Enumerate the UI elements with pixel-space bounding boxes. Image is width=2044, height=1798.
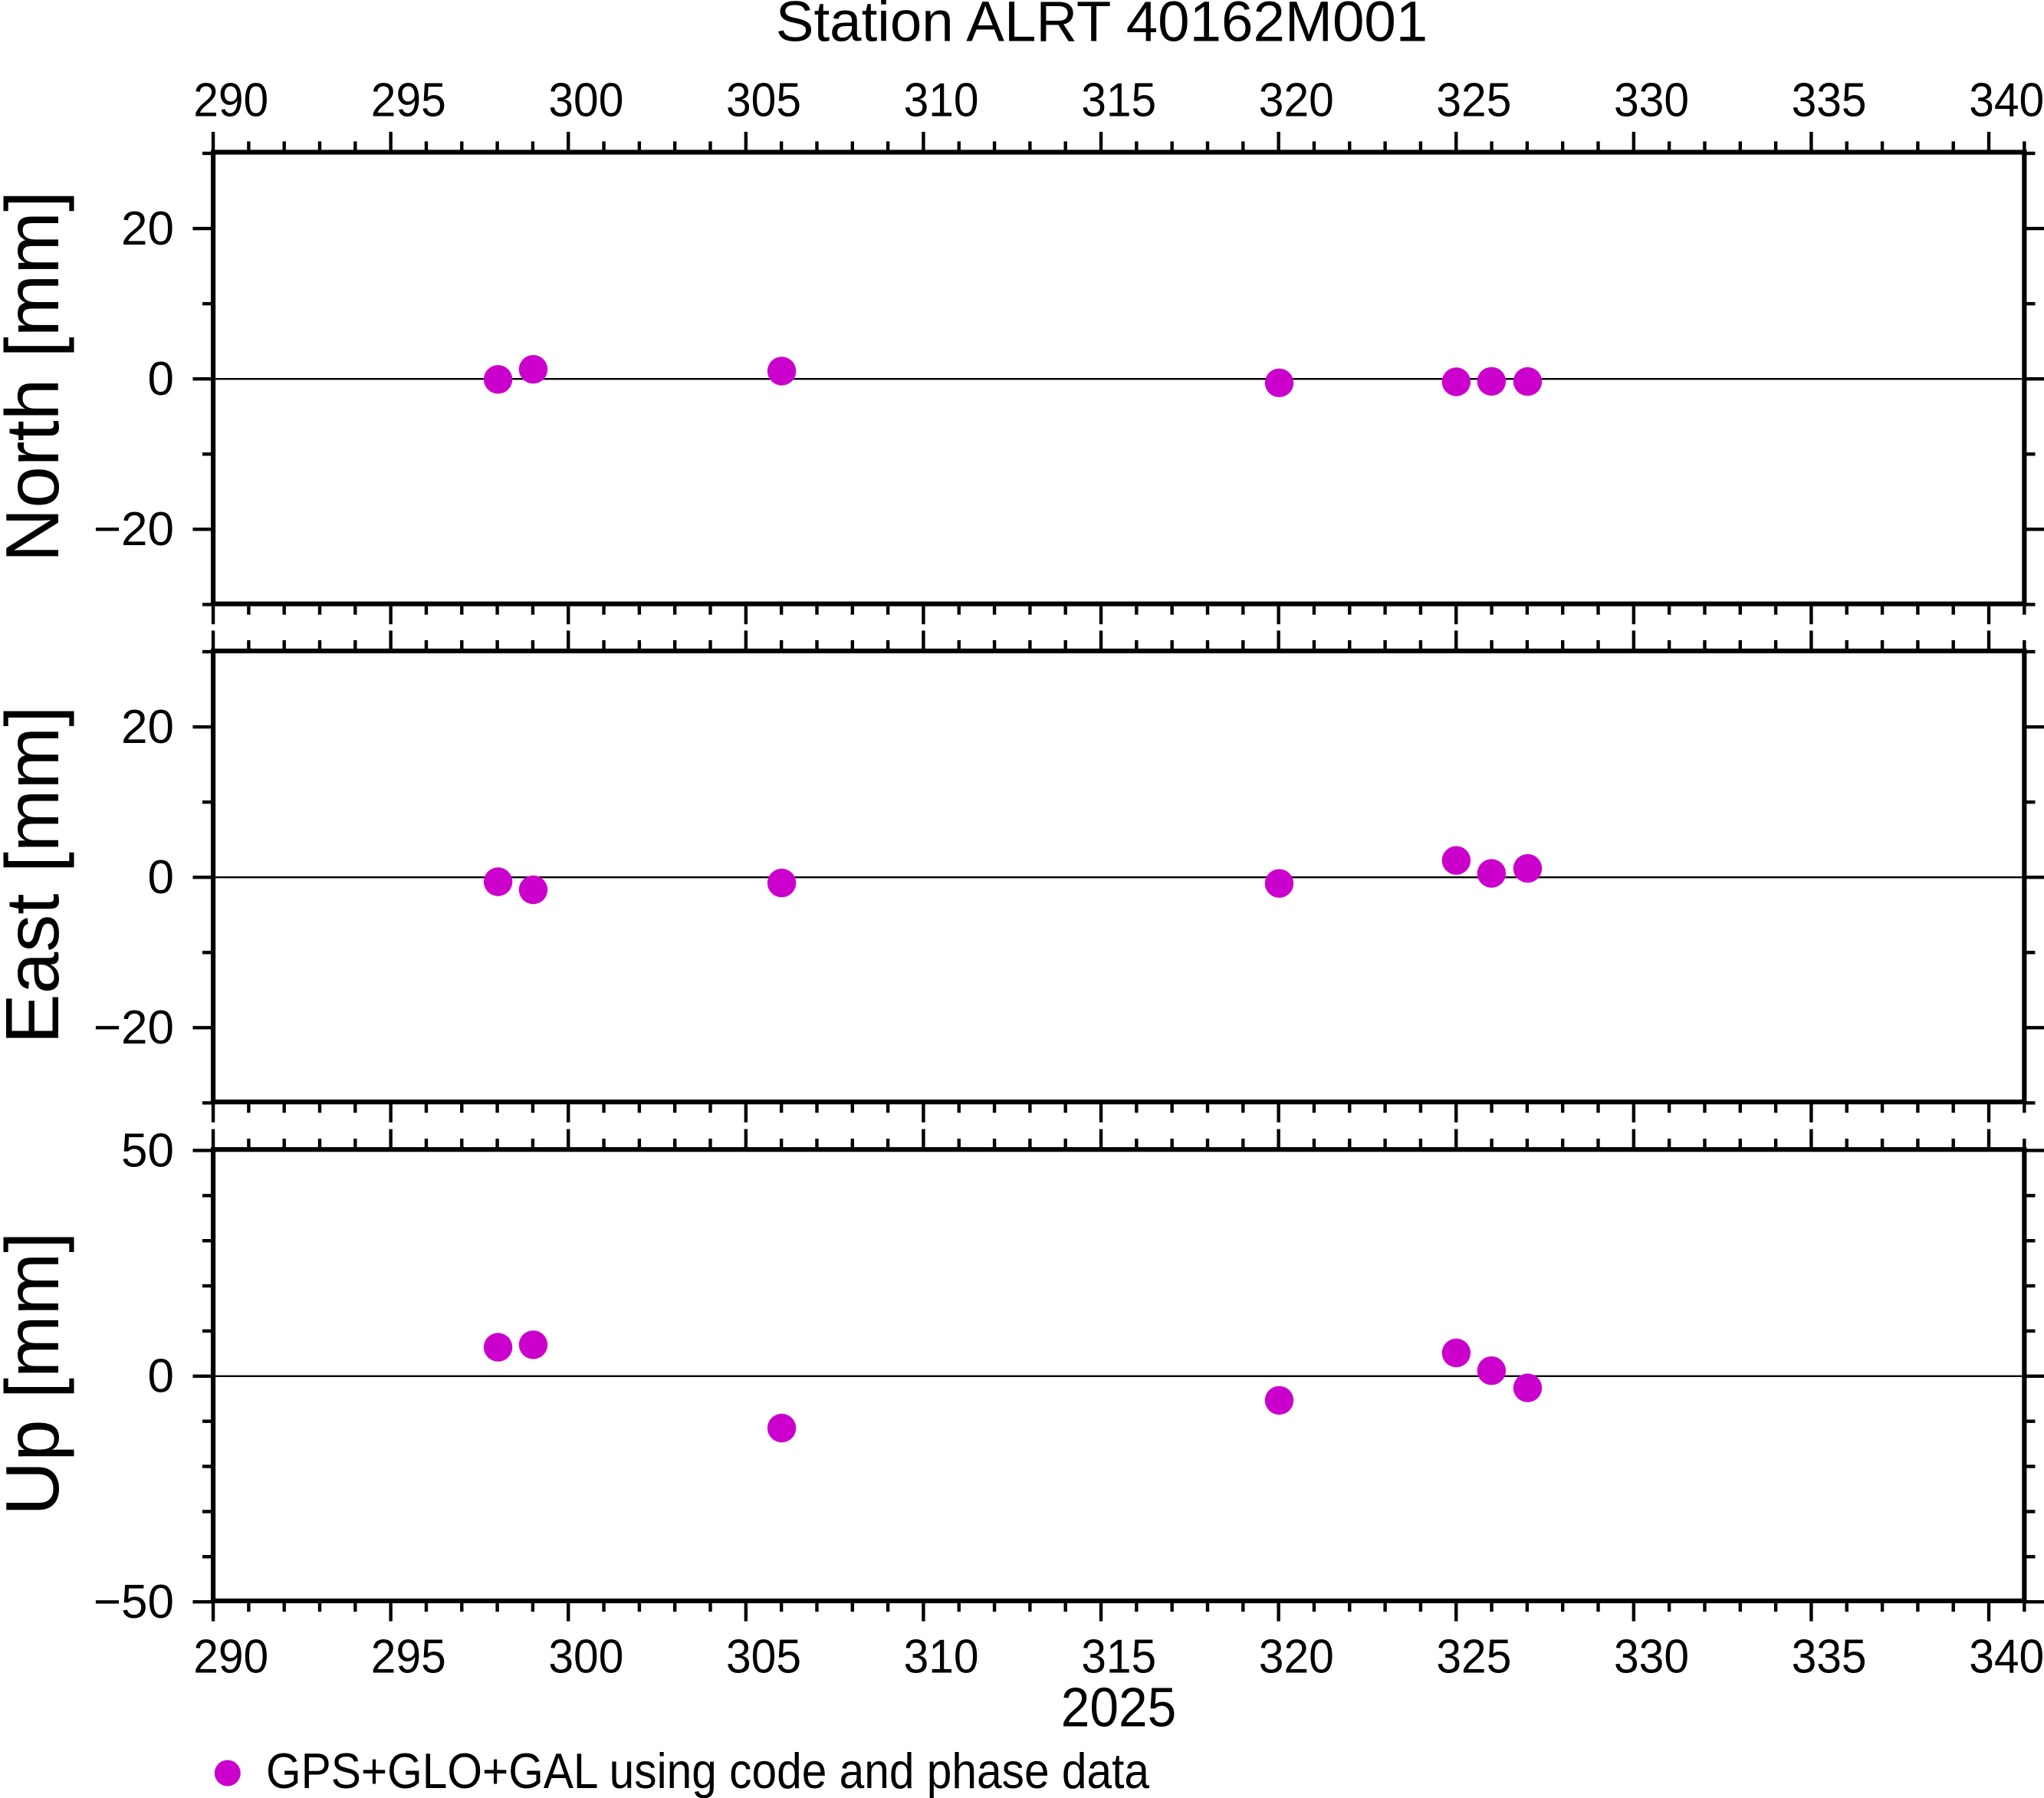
svg-text:−50: −50 <box>94 1576 174 1629</box>
svg-text:50: 50 <box>121 1124 174 1177</box>
svg-text:0: 0 <box>148 353 174 406</box>
svg-text:290: 290 <box>193 74 268 127</box>
svg-text:340: 340 <box>1969 1631 2044 1684</box>
svg-text:320: 320 <box>1259 1631 1334 1684</box>
svg-text:310: 310 <box>904 1631 979 1684</box>
svg-text:335: 335 <box>1792 1631 1867 1684</box>
svg-text:20: 20 <box>121 701 174 754</box>
svg-text:290: 290 <box>193 1631 268 1684</box>
svg-text:330: 330 <box>1614 1631 1689 1684</box>
svg-text:310: 310 <box>904 74 979 127</box>
svg-text:Up [mm]: Up [mm] <box>0 1231 74 1515</box>
svg-text:325: 325 <box>1436 1631 1511 1684</box>
svg-text:305: 305 <box>726 74 801 127</box>
svg-text:East [mm]: East [mm] <box>0 706 74 1044</box>
svg-text:300: 300 <box>548 74 623 127</box>
svg-text:340: 340 <box>1969 74 2044 127</box>
svg-text:315: 315 <box>1081 1631 1156 1684</box>
svg-text:325: 325 <box>1436 74 1511 127</box>
svg-text:305: 305 <box>726 1631 801 1684</box>
svg-text:330: 330 <box>1614 74 1689 127</box>
svg-text:295: 295 <box>371 74 446 127</box>
svg-text:335: 335 <box>1792 74 1867 127</box>
svg-text:0: 0 <box>148 851 174 904</box>
svg-text:−20: −20 <box>94 503 174 556</box>
svg-text:320: 320 <box>1259 74 1334 127</box>
svg-text:−20: −20 <box>94 1001 174 1054</box>
svg-text:20: 20 <box>121 202 174 255</box>
svg-text:2025: 2025 <box>1061 1677 1177 1739</box>
svg-text:315: 315 <box>1081 74 1156 127</box>
svg-text:300: 300 <box>548 1631 623 1684</box>
svg-text:GPS+GLO+GAL using code and pha: GPS+GLO+GAL using code and phase data <box>266 1743 1149 1798</box>
svg-text:0: 0 <box>148 1350 174 1403</box>
svg-text:Station ALRT 40162M001: Station ALRT 40162M001 <box>776 0 1428 54</box>
svg-text:295: 295 <box>371 1631 446 1684</box>
svg-text:North [mm]: North [mm] <box>0 191 74 563</box>
